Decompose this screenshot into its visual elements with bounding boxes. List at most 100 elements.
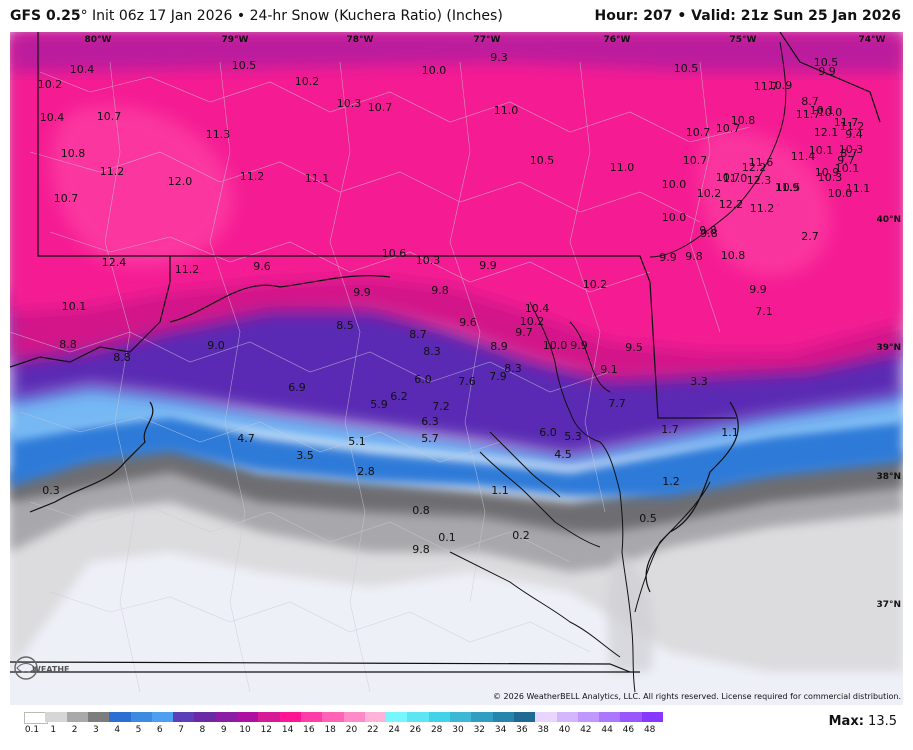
forecast-value-label: 0.8	[412, 504, 430, 517]
legend-swatch	[471, 712, 494, 722]
max-readout: Max: 13.5	[829, 714, 897, 729]
legend-swatch	[45, 712, 68, 722]
model-name: GFS 0.25	[10, 8, 81, 24]
forecast-value-label: 2.8	[357, 465, 375, 478]
legend-label: 16	[303, 725, 315, 735]
forecast-value-label: 10.2	[520, 315, 545, 328]
forecast-value-label: 9.9	[818, 65, 836, 78]
forecast-value-label: 10.5	[814, 56, 839, 69]
forecast-value-label: 10.0	[662, 178, 687, 191]
forecast-value-label: 11.0	[723, 172, 748, 185]
county-lines	[10, 61, 751, 693]
legend-label: 18	[324, 725, 336, 735]
forecast-value-label: 1.7	[661, 423, 679, 436]
forecast-value-label: 10.5	[232, 59, 257, 72]
product-name: 24-hr Snow (Kuchera Ratio) (Inches)	[249, 8, 503, 24]
forecast-value-label: 10.0	[543, 339, 568, 352]
legend-label: 22	[367, 725, 379, 735]
forecast-value-label: 10.9	[815, 166, 840, 179]
forecast-value-label: 10.5	[530, 154, 555, 167]
forecast-value-label: 10.2	[583, 278, 608, 291]
lat-tick-label: 37°N	[876, 600, 901, 610]
forecast-value-label: 11.1	[846, 182, 871, 195]
forecast-value-label: 8.8	[59, 338, 77, 351]
forecast-value-label: 6.9	[288, 381, 306, 394]
forecast-value-label: 9.9	[353, 286, 371, 299]
forecast-value-label: 10.3	[818, 171, 843, 184]
legend-label: 6	[156, 725, 163, 735]
legend-swatch	[535, 712, 557, 722]
legend-swatch	[66, 712, 89, 722]
forecast-value-label: 11.2	[840, 120, 865, 133]
lon-tick-label: 79°W	[222, 35, 249, 45]
map-canvas: 80°W 79°W 78°W 77°W 76°W 75°W 74°W 40°N 39°N 38°…	[10, 32, 903, 705]
forecast-value-label: 11.0	[494, 104, 519, 117]
forecast-value-label: 11.4	[791, 150, 816, 163]
forecast-value-label: 9.7	[837, 154, 855, 167]
forecast-value-label: 11.3	[206, 128, 231, 141]
legend-swatch	[364, 712, 387, 722]
forecast-value-label: 9.8	[700, 227, 718, 240]
forecast-value-label: 9.7	[515, 326, 533, 339]
bullet-sep: •	[236, 8, 246, 24]
forecast-value-label: 10.5	[776, 181, 801, 194]
lon-tick-label: 75°W	[730, 35, 757, 45]
forecast-value-label: 9.9	[659, 251, 677, 264]
forecast-value-label: 10.3	[839, 143, 864, 156]
snow-max-west	[51, 105, 234, 268]
lat-tick-label: 39°N	[876, 343, 901, 353]
forecast-value-label: 9.8	[685, 250, 703, 263]
forecast-value-label: 10.1	[810, 104, 835, 117]
legend-label: 12	[260, 725, 273, 735]
forecast-value-label: 11.0	[610, 161, 635, 174]
forecast-value-label: 4.5	[554, 448, 572, 461]
forecast-value-label: 1.1	[491, 484, 509, 497]
legend-swatch	[194, 712, 217, 722]
forecast-value-label: 9.3	[490, 51, 508, 64]
legend-swatch	[258, 712, 281, 722]
forecast-value-label: 10.4	[70, 63, 95, 76]
forecast-value-label: 9.4	[845, 128, 863, 141]
valid-time-readout: Hour: 207 • Valid: 21z Sun 25 Jan 2026	[595, 8, 901, 24]
legend-label: 2	[71, 725, 78, 735]
forecast-value-label: 10.7	[716, 122, 741, 135]
legend-label: 26	[409, 725, 422, 735]
legend-swatch	[407, 712, 430, 722]
legend-label: 28	[430, 725, 443, 735]
snow-field	[10, 32, 903, 705]
forecast-value-label: 8.9	[490, 340, 508, 353]
forecast-value-label: 9.9	[479, 259, 497, 272]
forecast-value-label: 8.7	[840, 147, 858, 160]
forecast-value-label: 6.3	[421, 415, 439, 428]
forecast-value-label: 9.6	[253, 260, 271, 273]
forecast-value-label: 11.6	[749, 156, 774, 169]
forecast-value-label: 10.1	[835, 162, 860, 175]
legend-label: 24	[388, 725, 400, 735]
forecast-value-label: 5.7	[421, 432, 439, 445]
legend-swatch	[173, 712, 195, 722]
legend-label: 4	[114, 725, 121, 735]
forecast-value-label: 11.7	[834, 116, 859, 129]
legend-label: 46	[622, 725, 635, 735]
legend-swatch	[237, 712, 259, 722]
snow-band-6-7	[10, 382, 903, 467]
forecast-value-label: 7.1	[755, 305, 773, 318]
coastline	[449, 301, 711, 693]
legend-label: 20	[345, 725, 358, 735]
forecast-value-label: 10.2	[38, 78, 63, 91]
legend-label: 38	[537, 725, 549, 735]
forecast-value-label: 8.3	[423, 345, 441, 358]
product-title: GFS 0.25° Init 06z 17 Jan 2026 • 24-hr S…	[10, 8, 503, 24]
forecast-value-label: 12.3	[747, 174, 772, 187]
forecast-value-label: 8.5	[336, 319, 354, 332]
snow-max-east	[699, 130, 830, 277]
legend-swatch	[513, 712, 536, 722]
forecast-value-label: 0.3	[42, 484, 60, 497]
forecast-value-label: 9.9	[749, 283, 767, 296]
forecast-value-label: 10.8	[61, 147, 86, 160]
latitude-ticks: 40°N 39°N 38°N 37°N	[876, 215, 901, 610]
forecast-value-label: 7.7	[608, 397, 626, 410]
forecast-values: 10.410.210.4 10.710.811.210.712.410.18.88…	[38, 51, 871, 556]
header-bar: GFS 0.25° Init 06z 17 Jan 2026 • 24-hr S…	[0, 0, 913, 32]
forecast-value-label: 11.2	[175, 263, 200, 276]
